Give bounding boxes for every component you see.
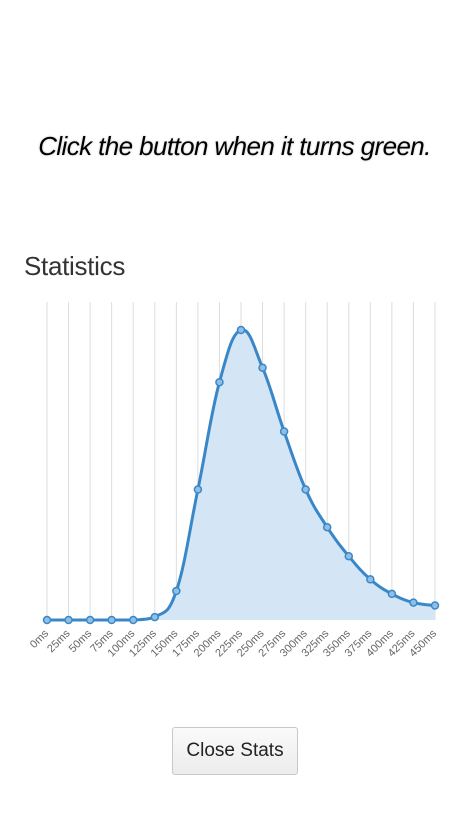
x-tick-label: 350ms [321,627,353,659]
data-point [128,615,138,625]
x-tick-label: 100ms [106,627,138,659]
series-line [47,328,436,622]
x-tick-label: 375ms [343,627,375,659]
data-point [366,575,375,584]
data-point [236,325,246,335]
data-point [409,598,418,607]
data-point [344,551,354,561]
x-tick-label: 200ms [192,627,224,659]
data-point [322,522,332,532]
data-point [85,615,95,625]
x-tick-label: 150ms [149,627,181,659]
data-point [150,612,160,622]
x-tick-label: 300ms [278,627,310,659]
x-tick-label: 50ms [67,627,95,655]
x-tick-label: 175ms [170,627,202,659]
x-tick-label: 75ms [88,627,116,655]
x-tick-label: 425ms [386,627,418,659]
x-tick-label: 0ms [28,627,52,651]
data-point [430,601,440,610]
x-tick-label: 225ms [213,627,245,659]
x-tick-label: 25ms [45,627,73,655]
data-point [107,615,116,625]
instruction-text: Click the button when it turns green. [38,131,431,161]
data-point [301,485,310,494]
data-point [193,485,203,494]
data-point [172,586,181,596]
data-point [215,377,224,387]
data-point [42,615,52,625]
close-stats-button[interactable]: Close Stats [172,727,298,775]
x-tick-label: 275ms [256,627,288,659]
x-tick-label: 125ms [127,627,159,659]
data-point [64,615,73,625]
chart-svg: 0ms25ms50ms75ms100ms125ms150ms175ms200ms… [28,302,440,659]
x-tick-label: 325ms [300,627,332,659]
data-point [279,427,289,436]
x-tick-label: 250ms [235,627,267,659]
x-tick-label: 400ms [364,627,396,659]
series-area [47,329,435,620]
data-point [387,589,397,599]
x-tick-label: 450ms [407,627,439,659]
stats-title: Statistics [24,251,126,281]
data-point [258,363,267,372]
